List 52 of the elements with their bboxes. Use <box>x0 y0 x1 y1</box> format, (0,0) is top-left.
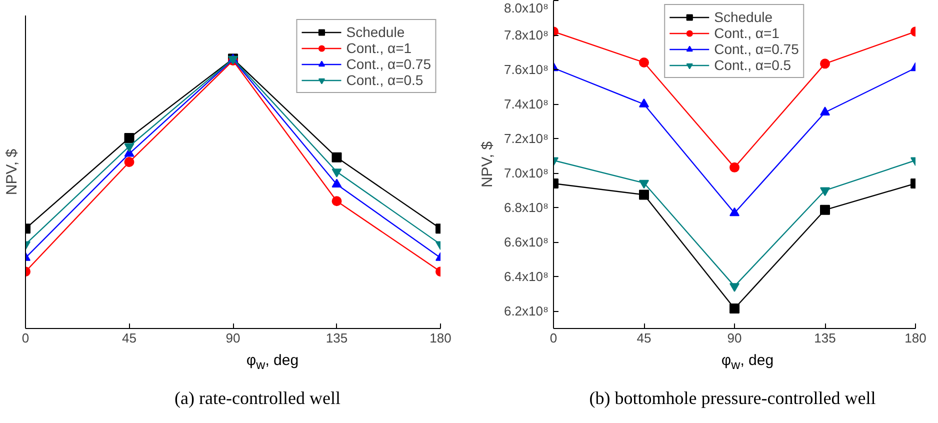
text: (b) bottomhole pressure-controlled well <box>589 387 876 410</box>
y-tick-label: 6.8x10⁸ <box>504 200 549 216</box>
x-tick-label: 90 <box>226 330 240 346</box>
point <box>124 133 134 143</box>
x-tick-label: 45 <box>636 330 652 346</box>
point <box>639 98 649 108</box>
y-tick-label: 7.2x10⁸ <box>504 131 549 146</box>
text: (a) rate-controlled well <box>174 387 340 410</box>
legend-label: Cont., α=0.75 <box>346 56 431 72</box>
x-tick-label: 90 <box>727 330 742 346</box>
point <box>332 152 342 162</box>
x-tick-label: 0 <box>550 330 558 346</box>
x-tick-label: 135 <box>326 330 348 346</box>
y-tick-label: 7.4x10⁸ <box>504 96 549 112</box>
legend-label: Cont., α=1 <box>714 25 780 41</box>
point <box>820 106 830 116</box>
y-axis-title: NPV, $ <box>4 148 20 196</box>
y-tick-label: 6.4x10⁸ <box>504 269 549 284</box>
y-tick-label: 8.0x10⁸ <box>504 0 549 16</box>
legend-label: Cont., α=0.5 <box>346 72 424 88</box>
y-tick-label: 6.6x10⁸ <box>504 234 549 250</box>
x-axis-title: φ$_{w}$, deg <box>246 351 299 374</box>
y-tick-label: 7.8x10⁸ <box>504 28 549 43</box>
x-tick-label: 135 <box>814 330 836 346</box>
point <box>332 196 342 206</box>
point <box>730 162 740 172</box>
point <box>820 204 830 215</box>
point <box>820 187 830 196</box>
legend-label: Cont., α=0.5 <box>714 57 792 73</box>
y-tick-label: 7.6x10⁸ <box>504 62 549 78</box>
point <box>639 190 649 200</box>
point <box>332 168 342 178</box>
point <box>124 143 134 152</box>
legend-label: Cont., α=1 <box>346 40 412 56</box>
point <box>639 180 649 189</box>
x-tick-label: 180 <box>904 330 926 346</box>
y-tick-label: 6.2x10⁸ <box>504 304 549 319</box>
legend-label: Schedule <box>714 9 773 25</box>
legend-label: Cont., α=0.75 <box>714 41 799 57</box>
x-axis-title: φ$_{w}$, deg <box>721 351 774 374</box>
point <box>639 57 649 68</box>
legend-label: Schedule <box>346 24 405 40</box>
point <box>730 207 740 216</box>
x-tick-label: 180 <box>430 330 452 346</box>
point <box>730 283 740 292</box>
y-tick-label: 7.0x10⁸ <box>504 166 549 181</box>
point <box>730 303 740 314</box>
point <box>124 157 134 168</box>
point <box>820 58 830 69</box>
x-tick-label: 45 <box>122 330 136 346</box>
y-axis-title: NPV, $ <box>478 140 496 188</box>
x-tick-label: 0 <box>22 330 30 346</box>
